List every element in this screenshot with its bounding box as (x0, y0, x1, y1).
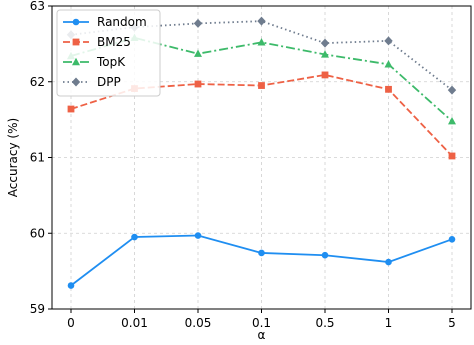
data-point-dpp (320, 38, 330, 48)
data-point-bm25 (321, 71, 329, 79)
data-point-topk (321, 50, 329, 58)
series-random (67, 232, 456, 289)
data-point-dpp (257, 16, 266, 26)
y-tick-label: 63 (30, 0, 45, 13)
legend-box (56, 9, 161, 97)
data-point-bm25 (258, 82, 265, 89)
x-tick-label: 0.05 (185, 316, 212, 330)
data-point-topk (194, 49, 202, 57)
data-point-random (321, 251, 329, 259)
legend-marker-bm25 (72, 38, 80, 46)
x-tick-label: 0 (67, 316, 75, 330)
data-point-dpp (193, 18, 203, 28)
x-axis-label: α (258, 328, 266, 342)
legend-label-topk: TopK (96, 55, 126, 69)
x-tick-label: 0.01 (121, 316, 148, 330)
data-point-topk (384, 60, 393, 68)
data-point-topk (257, 38, 266, 46)
x-axis: 0 0.01 0.05 0.1 0.5 1 5 (67, 309, 456, 330)
data-point-random (258, 249, 265, 257)
data-point-dpp (447, 85, 457, 95)
legend-label-dpp: DPP (97, 75, 121, 89)
data-point-random (385, 258, 392, 266)
legend-marker-dpp (71, 77, 81, 87)
legend-label-bm25: BM25 (97, 35, 131, 49)
y-axis: 59 60 61 62 63 (30, 0, 52, 316)
data-point-random (67, 282, 75, 289)
data-point-random (194, 232, 202, 239)
data-point-random (448, 236, 456, 243)
legend-marker-random (72, 18, 80, 26)
legend-marker-topk (72, 57, 80, 66)
x-tick-label: 1 (385, 316, 393, 330)
y-axis-label: Accuracy (%) (6, 118, 20, 197)
y-tick-label: 62 (30, 75, 45, 89)
data-point-bm25 (194, 80, 202, 88)
x-tick-label: 5 (448, 316, 456, 330)
x-tick-label: 0.5 (315, 316, 334, 330)
data-point-bm25 (67, 105, 75, 113)
x-tick-label: 0.1 (252, 316, 271, 330)
data-point-dpp (384, 36, 393, 46)
data-point-topk (448, 116, 456, 125)
y-tick-label: 61 (30, 151, 45, 165)
data-point-random (131, 233, 138, 241)
legend: Random BM25 TopK DPP (56, 9, 161, 97)
data-point-bm25 (385, 85, 392, 93)
legend-label-random: Random (97, 15, 147, 29)
data-point-bm25 (448, 152, 456, 160)
y-tick-label: 60 (30, 226, 45, 240)
y-tick-label: 59 (30, 302, 45, 316)
